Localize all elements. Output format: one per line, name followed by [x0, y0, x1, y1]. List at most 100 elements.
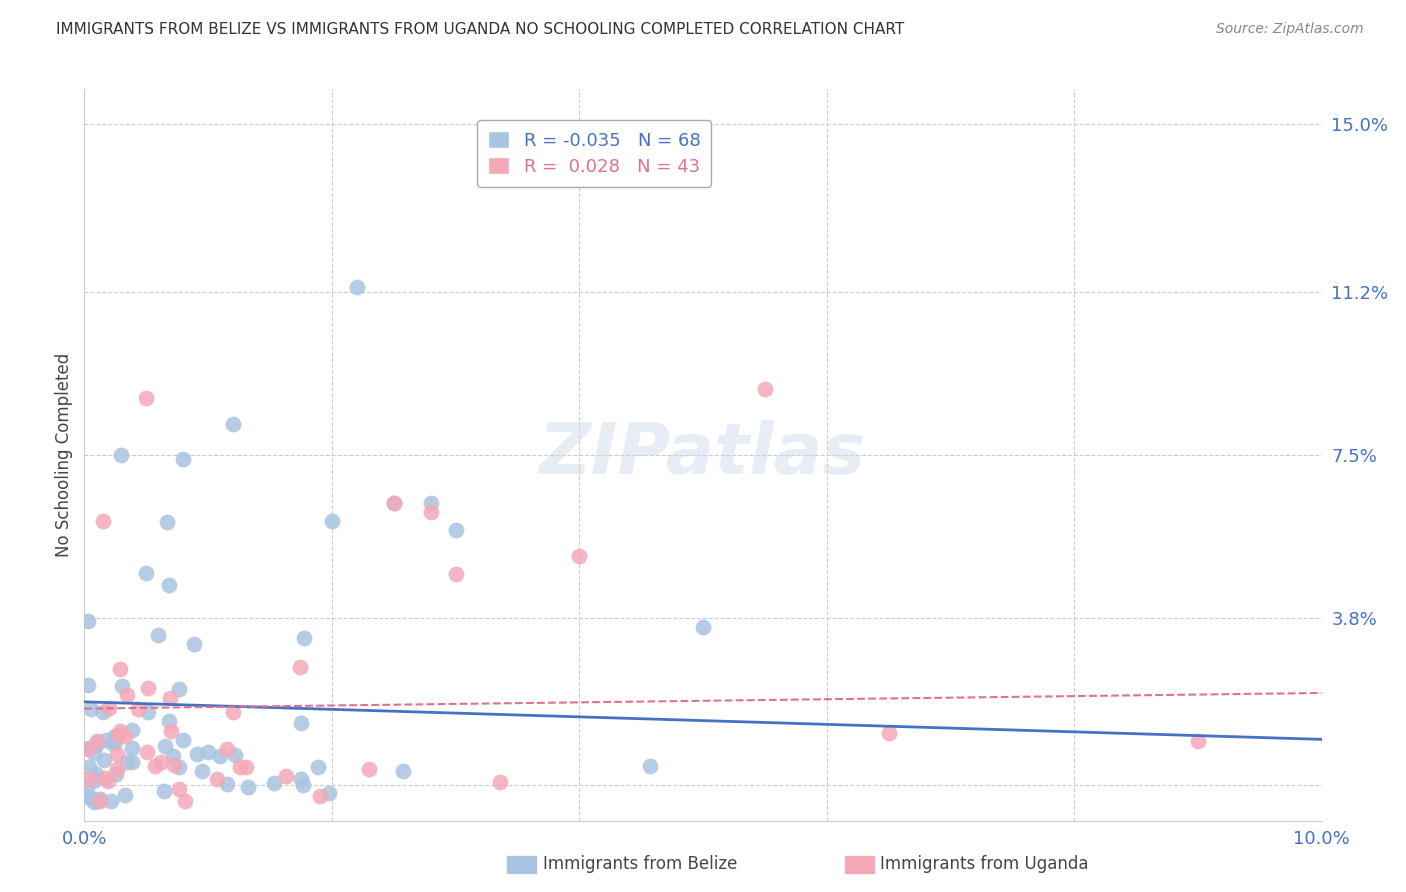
- Point: [115, 755, 138, 769]
- Point: [174, 793, 197, 807]
- Point: [77, 742, 100, 756]
- Text: IMMIGRANTS FROM BELIZE VS IMMIGRANTS FROM UGANDA NO SCHOOLING COMPLETED CORRELAT: IMMIGRANTS FROM BELIZE VS IMMIGRANTS FRO…: [56, 22, 904, 37]
- Point: [172, 733, 194, 747]
- Point: [444, 523, 467, 537]
- Point: [274, 769, 297, 783]
- Point: [419, 496, 441, 510]
- Point: [224, 748, 246, 763]
- Point: [489, 774, 512, 789]
- Point: [263, 776, 285, 790]
- Point: [167, 781, 190, 796]
- Point: [222, 705, 245, 719]
- Point: [80, 701, 103, 715]
- Text: Immigrants from Belize: Immigrants from Belize: [543, 855, 737, 873]
- Point: [77, 760, 100, 774]
- Point: [105, 762, 128, 776]
- Point: [110, 663, 132, 677]
- Point: [94, 733, 117, 747]
- Point: [77, 790, 100, 805]
- Point: [382, 496, 405, 510]
- Point: [186, 747, 208, 762]
- Point: [215, 742, 238, 756]
- Point: [89, 792, 111, 806]
- Text: Source: ZipAtlas.com: Source: ZipAtlas.com: [1216, 22, 1364, 37]
- Point: [172, 452, 194, 467]
- Point: [229, 760, 252, 774]
- Point: [1187, 734, 1209, 748]
- Point: [291, 778, 314, 792]
- Point: [83, 773, 105, 788]
- Point: [318, 785, 340, 799]
- Point: [100, 794, 122, 808]
- Point: [357, 762, 380, 776]
- Point: [290, 772, 312, 786]
- Point: [91, 514, 114, 528]
- Point: [877, 725, 900, 739]
- Point: [148, 627, 170, 641]
- Point: [159, 690, 181, 705]
- Point: [104, 729, 127, 743]
- Point: [121, 723, 143, 737]
- Point: [77, 741, 100, 756]
- Point: [83, 795, 105, 809]
- Point: [235, 760, 257, 774]
- Point: [215, 777, 238, 791]
- Point: [692, 620, 714, 634]
- Point: [77, 614, 100, 628]
- Point: [157, 577, 180, 591]
- Point: [105, 747, 128, 761]
- Point: [391, 764, 413, 779]
- Point: [419, 505, 441, 519]
- Point: [77, 772, 100, 786]
- Point: [136, 705, 159, 719]
- Point: [444, 566, 467, 581]
- Point: [93, 753, 115, 767]
- Y-axis label: No Schooling Completed: No Schooling Completed: [55, 353, 73, 557]
- Point: [155, 739, 177, 753]
- Point: [207, 772, 229, 786]
- Point: [638, 759, 661, 773]
- Point: [162, 749, 184, 764]
- Point: [135, 391, 157, 405]
- Point: [169, 681, 191, 696]
- Point: [94, 772, 117, 786]
- Point: [290, 660, 312, 674]
- Point: [167, 760, 190, 774]
- Point: [568, 549, 591, 564]
- Point: [111, 679, 134, 693]
- Point: [110, 448, 132, 462]
- Point: [127, 702, 149, 716]
- Point: [104, 767, 127, 781]
- Point: [346, 280, 368, 294]
- Point: [86, 793, 108, 807]
- Point: [222, 417, 245, 431]
- Text: Immigrants from Uganda: Immigrants from Uganda: [880, 855, 1088, 873]
- Point: [114, 788, 136, 802]
- Point: [197, 745, 219, 759]
- Point: [84, 738, 107, 752]
- Point: [135, 566, 157, 580]
- Point: [108, 724, 131, 739]
- Point: [183, 637, 205, 651]
- Point: [163, 758, 186, 772]
- Point: [321, 514, 343, 528]
- Point: [157, 714, 180, 729]
- Point: [160, 724, 183, 739]
- Point: [97, 701, 120, 715]
- Point: [307, 760, 329, 774]
- Point: [115, 688, 138, 702]
- Point: [292, 631, 315, 645]
- Point: [104, 735, 127, 749]
- Point: [89, 794, 111, 808]
- Legend: R = -0.035   N = 68, R =  0.028   N = 43: R = -0.035 N = 68, R = 0.028 N = 43: [477, 120, 711, 186]
- Text: ZIPatlas: ZIPatlas: [540, 420, 866, 490]
- Point: [86, 735, 108, 749]
- Point: [209, 749, 232, 764]
- Point: [308, 789, 330, 803]
- Point: [236, 780, 259, 795]
- Point: [84, 767, 107, 781]
- Point: [136, 745, 159, 759]
- Point: [77, 678, 100, 692]
- Point: [114, 729, 136, 743]
- Point: [149, 755, 172, 769]
